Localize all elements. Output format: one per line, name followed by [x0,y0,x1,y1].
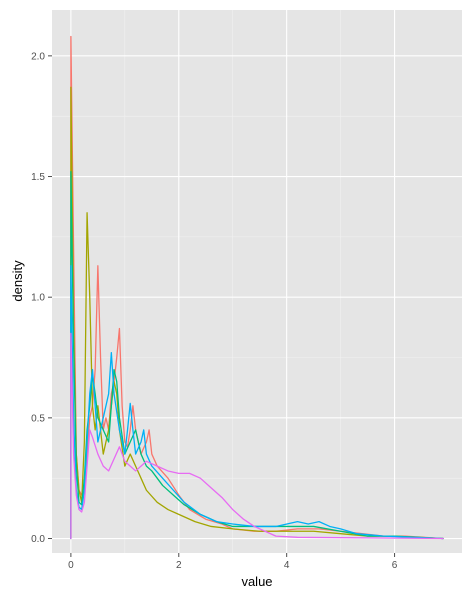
x-tick-label: 2 [176,560,182,571]
series-lines [70,35,444,540]
x-tick-label: 4 [284,560,290,571]
x-axis-title: value [241,574,272,589]
x-tick-label: 6 [392,560,398,571]
y-tick-label: 2.0 [31,51,45,62]
plot-panel [52,10,462,553]
y-axis: 0.0 0.5 1.0 1.5 2.0 [31,51,52,545]
y-tick-label: 1.0 [31,293,45,304]
density-line-series-5 [70,332,444,540]
major-gridlines [52,10,462,553]
y-tick-label: 0.5 [31,413,45,424]
y-axis-title: density [10,260,25,302]
density-line-series-4 [70,265,444,540]
y-tick-label: 1.5 [31,172,45,183]
x-tick-label: 0 [68,560,74,571]
y-tick-label: 0.0 [31,534,45,545]
x-axis: 0 2 4 6 [68,553,398,571]
